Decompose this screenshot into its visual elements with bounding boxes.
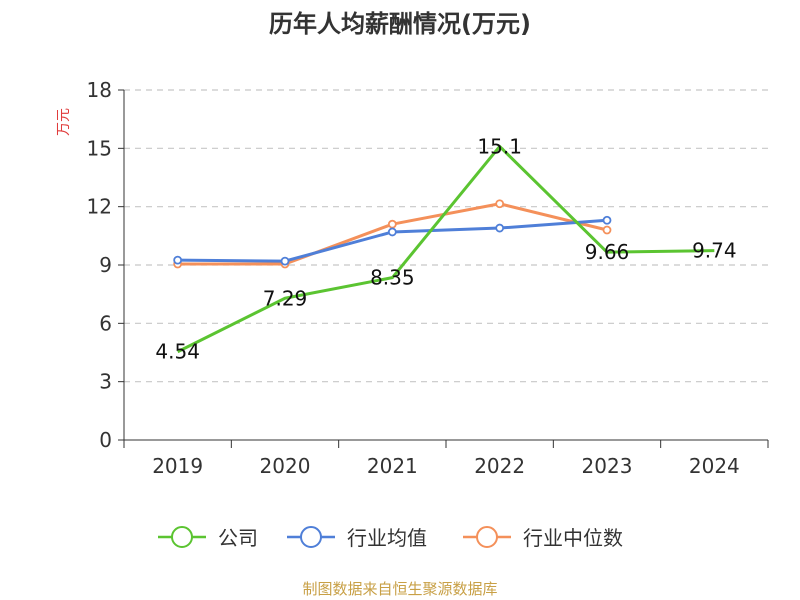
data-label: 8.35 (370, 266, 415, 290)
data-label: 9.66 (585, 240, 630, 264)
x-tick-label: 2020 (260, 454, 311, 478)
x-tick-label: 2019 (152, 454, 203, 478)
legend-label-1: 行业均值 (347, 526, 427, 550)
data-label: 7.29 (263, 286, 308, 310)
y-tick-label: 3 (99, 370, 112, 394)
y-tick-label: 15 (87, 136, 112, 160)
axes: 0 3 6 9 12 15 18 2019 2020 2021 2022 2023 2024 (87, 78, 769, 478)
x-tick-label: 2021 (367, 454, 418, 478)
y-tick-label: 6 (99, 311, 112, 335)
data-point (387, 219, 397, 229)
data-point (387, 227, 397, 237)
data-point (602, 225, 612, 235)
y-tick-label: 9 (99, 253, 112, 277)
grid-lines (124, 89, 768, 383)
series-lines (173, 144, 715, 354)
data-label: 4.54 (155, 340, 200, 364)
data-label: 9.74 (692, 239, 737, 263)
y-tick-label: 0 (99, 428, 112, 452)
legend-marker-2 (476, 526, 498, 548)
source-note: 制图数据来自恒生聚源数据库 (302, 580, 497, 598)
x-tick-label: 2023 (582, 454, 633, 478)
y-tick-label: 12 (87, 195, 112, 219)
data-point (495, 223, 505, 233)
legend-marker-0 (171, 526, 193, 548)
data-label: 15.1 (477, 134, 522, 158)
x-tick-label: 2024 (689, 454, 740, 478)
series-line-0 (176, 144, 715, 354)
chart-title: 历年人均薪酬情况(万元) (269, 10, 531, 38)
data-point (495, 199, 505, 209)
legend-marker-1 (300, 526, 322, 548)
y-axis-label: 万元 (56, 108, 72, 136)
legend: 公司 行业均值 行业中位数 (158, 526, 623, 550)
data-point (602, 215, 612, 225)
data-point (173, 255, 183, 265)
data-point (280, 256, 290, 266)
legend-label-0: 公司 (218, 526, 258, 550)
y-tick-label: 18 (87, 78, 112, 102)
x-tick-label: 2022 (474, 454, 525, 478)
data-labels: 4.54 7.29 8.35 15.1 9.66 9.74 (155, 134, 736, 363)
legend-label-2: 行业中位数 (523, 526, 623, 550)
